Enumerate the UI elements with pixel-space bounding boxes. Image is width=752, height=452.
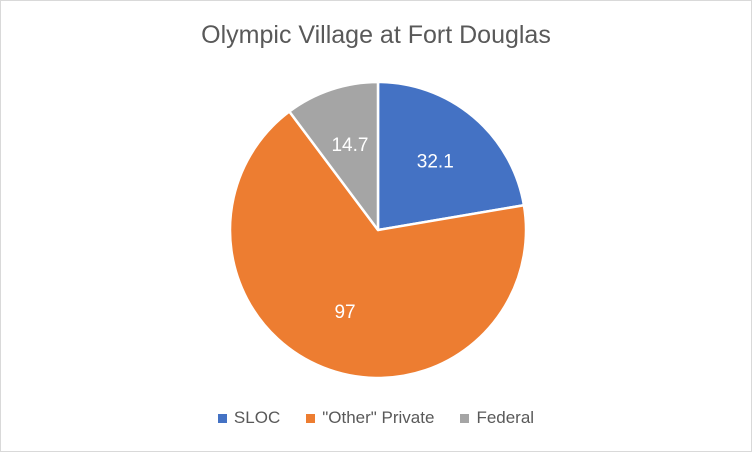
legend-swatch xyxy=(217,413,227,423)
legend-item-sloc: SLOC xyxy=(217,408,281,428)
chart-title: Olympic Village at Fort Douglas xyxy=(201,21,551,49)
legend-item-other-private: "Other" Private xyxy=(306,408,434,428)
pie-slice-other-private xyxy=(228,110,528,380)
pie-slice-federal xyxy=(288,80,380,232)
legend-label: Federal xyxy=(476,408,535,427)
legend-label: SLOC xyxy=(233,408,281,427)
data-label-other-private: 97 xyxy=(334,302,355,323)
data-label-federal: 14.7 xyxy=(331,135,368,156)
legend-swatch xyxy=(460,413,470,423)
legend-swatch xyxy=(306,413,316,423)
data-label-sloc: 32.1 xyxy=(417,152,454,173)
chart-legend: SLOC "Other" Private Federal xyxy=(1,408,751,428)
legend-item-federal: Federal xyxy=(460,408,534,428)
pie-slice-sloc xyxy=(376,80,526,232)
legend-label: "Other" Private xyxy=(322,408,435,427)
